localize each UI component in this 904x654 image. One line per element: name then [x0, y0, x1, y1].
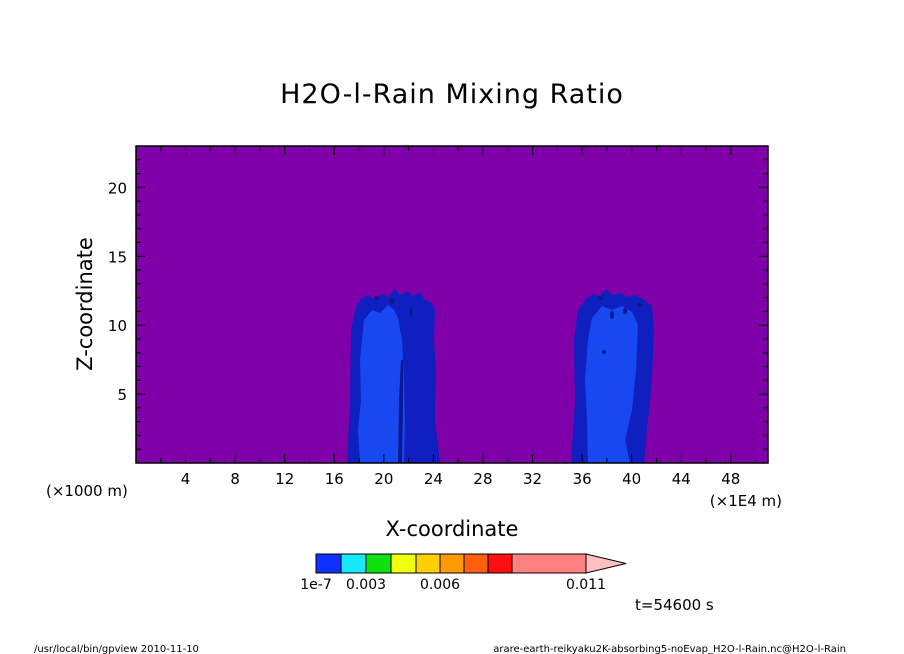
x-tick-label: 4: [181, 470, 191, 488]
time-label: t=54600 s: [635, 596, 714, 614]
x-tick-label: 48: [721, 470, 740, 488]
x-tick-label: 28: [473, 470, 492, 488]
colorbar-swatch: [390, 553, 417, 574]
footer-right: arare-earth-reikyaku2K-absorbing5-noEvap…: [493, 644, 846, 654]
x-unit-right: (×1E4 m): [710, 492, 782, 510]
x-tick-label: 40: [622, 470, 641, 488]
colorbar-label: 0.011: [566, 577, 606, 593]
colorbar-swatch: [511, 553, 587, 574]
plot-frame: [135, 145, 769, 464]
y-axis: 5 10 15 20: [108, 159, 768, 450]
x-tick-label: 44: [672, 470, 691, 488]
contour-specks: [374, 296, 643, 354]
x-tick-label: 36: [573, 470, 592, 488]
colorbar-swatch: [415, 553, 441, 574]
colorbar-swatch: [439, 553, 465, 574]
x-tick-label: 8: [230, 470, 240, 488]
x-tick-label: 24: [424, 470, 443, 488]
chart-title: H2O-l-Rain Mixing Ratio: [280, 79, 624, 110]
colorbar-swatch: [340, 553, 367, 574]
colorbar: 1e-7 0.003 0.006 0.011: [300, 553, 627, 593]
x-unit-left: (×1000 m): [46, 482, 128, 500]
x-tick-label: 16: [325, 470, 344, 488]
y-tick-label: 10: [108, 317, 127, 335]
colorbar-swatch: [463, 553, 489, 574]
footer-left: /usr/local/bin/gpview 2010-11-10: [34, 644, 199, 654]
colorbar-label: 0.006: [420, 577, 460, 593]
plot-area: [135, 145, 769, 464]
colorbar-label: 1e-7: [300, 577, 331, 593]
cloud-right-core: [585, 306, 638, 463]
y-axis-label: Z-coordinate: [73, 237, 97, 371]
x-tick-label: 12: [275, 470, 294, 488]
colorbar-swatch: [315, 553, 342, 574]
cloud-left-dark-streak: [398, 360, 403, 463]
x-axis-label: X-coordinate: [386, 517, 519, 541]
colorbar-swatch: [487, 553, 513, 574]
y-tick-label: 5: [117, 386, 127, 404]
plot-background: [136, 146, 768, 463]
colorbar-extension-arrow: [585, 553, 627, 574]
colorbar-label: 0.003: [346, 577, 386, 593]
x-tick-label: 32: [523, 470, 542, 488]
y-tick-label: 20: [108, 179, 127, 197]
y-tick-label: 15: [108, 248, 127, 266]
cloud-left-core: [358, 305, 405, 463]
colorbar-swatch: [365, 553, 392, 574]
x-tick-label: 20: [374, 470, 393, 488]
cloud-regions: [347, 289, 654, 463]
x-axis: 4 8 12 16 20 24 28 32 36 40 44 48: [160, 146, 757, 488]
